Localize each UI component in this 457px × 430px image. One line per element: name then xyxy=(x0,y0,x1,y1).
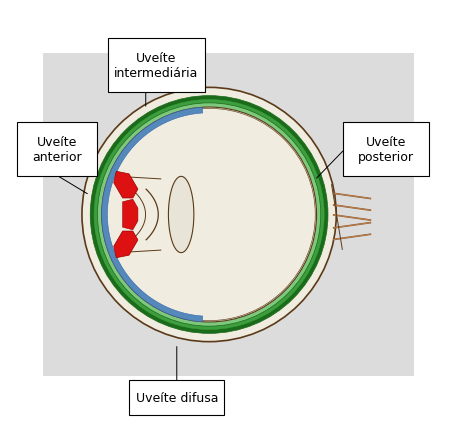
Polygon shape xyxy=(122,200,138,230)
Text: Uveíte
anterior: Uveíte anterior xyxy=(32,135,82,163)
FancyBboxPatch shape xyxy=(17,123,97,176)
Circle shape xyxy=(82,88,336,342)
Polygon shape xyxy=(114,172,138,199)
Polygon shape xyxy=(101,108,203,322)
Circle shape xyxy=(94,100,324,330)
Text: Uveíte difusa: Uveíte difusa xyxy=(136,391,218,404)
FancyBboxPatch shape xyxy=(129,381,224,415)
Circle shape xyxy=(101,108,317,322)
Polygon shape xyxy=(169,177,194,253)
Circle shape xyxy=(97,104,321,326)
FancyBboxPatch shape xyxy=(343,123,429,176)
Text: Uveíte
intermediária: Uveíte intermediária xyxy=(114,52,198,80)
FancyBboxPatch shape xyxy=(43,54,414,376)
FancyBboxPatch shape xyxy=(108,39,205,92)
Circle shape xyxy=(90,96,328,334)
Polygon shape xyxy=(114,231,138,258)
Text: Uveíte
posterior: Uveíte posterior xyxy=(358,135,414,163)
